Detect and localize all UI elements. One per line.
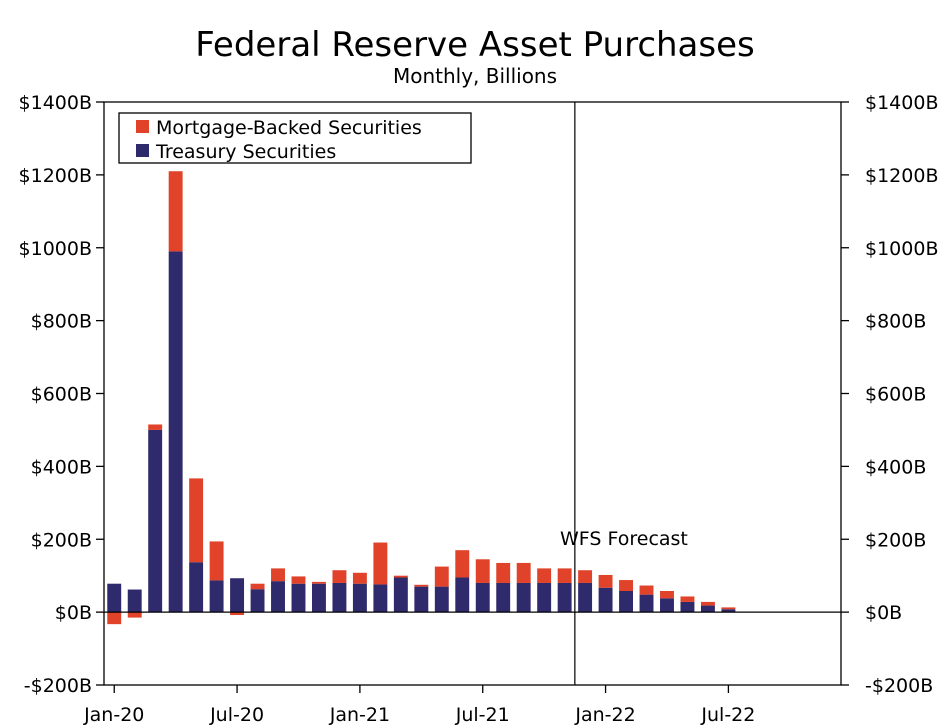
legend-swatch-treasury — [136, 144, 149, 157]
y-tick-label-left: $200B — [31, 529, 92, 551]
bar-mbs-Apr-21 — [414, 584, 429, 587]
y-tick-label-right: $600B — [865, 384, 926, 406]
y-tick-label-left: $1000B — [19, 238, 92, 260]
chart-subtitle: Monthly, Billions — [393, 64, 557, 88]
bar-mbs-Sep-21 — [516, 562, 531, 583]
bar-mbs-Jan-21 — [352, 572, 367, 584]
bar-mbs-Mar-21 — [393, 575, 408, 578]
bar-mbs-Oct-21 — [537, 568, 552, 583]
bar-mbs-Feb-22 — [619, 580, 634, 591]
bar-mbs-Jun-22 — [700, 601, 715, 606]
y-tick-label-right: $1000B — [865, 238, 938, 260]
y-tick-label-right: $400B — [865, 456, 926, 478]
bar-mbs-Mar-22 — [639, 585, 654, 595]
bar-treasury-Dec-20 — [332, 582, 347, 613]
bar-treasury-May-22 — [680, 601, 695, 613]
legend: Mortgage-Backed Securities Treasury Secu… — [118, 112, 472, 164]
bar-treasury-Mar-20 — [148, 429, 163, 613]
bar-treasury-Apr-20 — [168, 251, 183, 613]
bar-treasury-Sep-20 — [271, 581, 285, 613]
y-tick-label-right: $200B — [865, 529, 926, 551]
x-tick-label: Jan-20 — [83, 704, 144, 726]
bar-mbs-Jul-22 — [721, 607, 736, 610]
bar-mbs-May-20 — [189, 478, 204, 563]
x-tick-label: Jan-22 — [574, 704, 635, 726]
y-tick-label-left: $1200B — [19, 165, 92, 187]
bar-mbs-Dec-21 — [578, 570, 593, 583]
bar-treasury-Aug-21 — [496, 582, 511, 613]
bar-mbs-Jun-21 — [455, 550, 470, 578]
bar-mbs-Feb-21 — [373, 542, 388, 585]
axes-group: -$200B -$200B $0B $0B $200B $200B $400B $400B $6… — [19, 92, 939, 726]
legend-swatch-mbs — [136, 120, 149, 133]
y-tick-label-right: $0B — [865, 602, 902, 624]
bar-treasury-Jul-22 — [721, 609, 736, 613]
bar-mbs-Feb-20 — [127, 612, 142, 618]
bar-mbs-Jan-20 — [107, 612, 122, 625]
bar-treasury-Oct-20 — [291, 583, 306, 613]
x-tick-label: Jul-21 — [455, 704, 510, 726]
bar-mbs-Sep-20 — [271, 568, 285, 582]
bar-treasury-Mar-22 — [639, 594, 654, 613]
x-tick-label: Jul-20 — [209, 704, 264, 726]
bar-treasury-Aug-20 — [250, 589, 265, 613]
bar-mbs-Nov-20 — [311, 581, 326, 584]
bar-treasury-May-21 — [434, 586, 449, 613]
bar-treasury-Nov-21 — [557, 582, 572, 613]
bar-mbs-Nov-21 — [557, 568, 572, 583]
legend-box — [118, 112, 472, 164]
bar-mbs-Jan-22 — [598, 574, 613, 588]
y-tick-label-left: $800B — [31, 311, 92, 333]
bar-mbs-Jul-20 — [230, 612, 245, 616]
y-tick-label-left: -$200B — [24, 675, 92, 697]
bar-mbs-Apr-22 — [660, 590, 674, 599]
bar-treasury-Feb-22 — [619, 590, 634, 613]
y-tick-label-left: $600B — [31, 384, 92, 406]
bar-treasury-Oct-21 — [537, 582, 552, 613]
bar-mbs-Mar-20 — [148, 424, 163, 430]
y-tick-label-left: $0B — [55, 602, 92, 624]
bar-mbs-May-21 — [434, 566, 449, 587]
bar-mbs-Oct-20 — [291, 576, 306, 584]
bar-treasury-Jun-20 — [209, 580, 224, 613]
bar-treasury-Mar-21 — [393, 577, 408, 613]
bar-mbs-May-22 — [680, 596, 695, 602]
legend-label-treasury: Treasury Securities — [155, 141, 336, 163]
bar-treasury-Jan-22 — [598, 587, 613, 613]
y-tick-label-right: $1200B — [865, 165, 938, 187]
bar-treasury-Jan-20 — [107, 583, 122, 613]
bar-treasury-Feb-20 — [127, 589, 142, 613]
x-tick-label: Jul-22 — [700, 704, 755, 726]
y-tick-label-left: $1400B — [19, 92, 92, 114]
bar-treasury-Jul-21 — [475, 582, 490, 613]
bar-treasury-Feb-21 — [373, 584, 388, 613]
y-tick-label-left: $400B — [31, 456, 92, 478]
bar-treasury-Apr-21 — [414, 586, 429, 613]
bar-treasury-May-20 — [189, 562, 204, 613]
bar-treasury-Nov-20 — [311, 583, 326, 613]
y-tick-label-right: $800B — [865, 311, 926, 333]
plot-frame — [103, 101, 842, 686]
bar-treasury-Dec-21 — [578, 582, 593, 613]
bar-mbs-Jun-20 — [209, 541, 224, 581]
forecast-annotation: WFS Forecast — [560, 528, 688, 550]
legend-label-mbs: Mortgage-Backed Securities — [156, 117, 422, 139]
y-tick-label-right: -$200B — [865, 675, 933, 697]
bar-mbs-Aug-21 — [496, 562, 511, 583]
bar-mbs-Jul-21 — [475, 559, 490, 583]
bars-group — [107, 171, 736, 625]
bar-treasury-Jun-22 — [700, 605, 715, 613]
x-tick-label: Jan-21 — [329, 704, 390, 726]
bar-mbs-Aug-20 — [250, 583, 265, 590]
bar-treasury-Jun-21 — [455, 577, 470, 613]
chart-title: Federal Reserve Asset Purchases — [195, 25, 755, 65]
bar-treasury-Jul-20 — [230, 578, 245, 613]
bar-treasury-Sep-21 — [516, 582, 531, 613]
bar-mbs-Apr-20 — [168, 171, 183, 252]
bar-treasury-Apr-22 — [660, 598, 674, 613]
y-tick-label-right: $1400B — [865, 92, 938, 114]
bar-mbs-Dec-20 — [332, 570, 347, 583]
bar-treasury-Jan-21 — [352, 583, 367, 613]
